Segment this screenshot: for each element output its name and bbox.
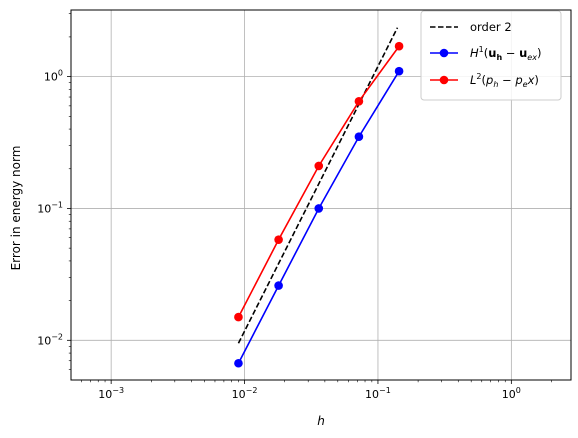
series-1-point	[274, 281, 283, 290]
x-tick-label: 10−2	[232, 386, 258, 401]
series-2-point	[354, 96, 364, 106]
series-2-point	[274, 235, 283, 244]
series-line-0	[237, 27, 399, 344]
legend-label-h1: H1(uh − uex)	[470, 45, 541, 62]
legend-label-l2: L2(ph − pex)	[470, 72, 539, 89]
series-1-point	[314, 204, 324, 213]
series-line-2	[237, 45, 400, 318]
legend-label-order2: order 2	[470, 20, 512, 34]
series-layer	[234, 27, 404, 368]
plot-frame	[70, 9, 572, 381]
series-1-point	[354, 132, 364, 142]
series-1-point	[394, 66, 404, 76]
series-2-point	[394, 41, 404, 51]
series-1-point	[234, 358, 243, 368]
x-tick-label: 10−1	[365, 386, 391, 401]
y-tick-label: 100	[44, 69, 63, 84]
legend-box	[420, 10, 562, 101]
y-axis-label: Error in energy norm	[9, 146, 23, 271]
major-ticks: 10−3 10−2 10−1 100 10−2 10−1 100	[37, 69, 521, 401]
series-2-point	[314, 161, 324, 171]
legend-marker-h1	[439, 48, 449, 58]
legend: order 2 H1(uh − uex) L2(ph − pex)	[420, 10, 562, 101]
x-tick-label: 10−3	[98, 386, 124, 401]
x-axis-label: h	[317, 414, 325, 428]
legend-marker-l2	[439, 75, 449, 85]
x-tick-label: 100	[502, 386, 521, 401]
y-tick-label: 10−2	[37, 332, 63, 347]
series-2-point	[234, 312, 243, 322]
y-tick-label: 10−1	[37, 200, 63, 215]
series-line-1	[237, 70, 400, 364]
